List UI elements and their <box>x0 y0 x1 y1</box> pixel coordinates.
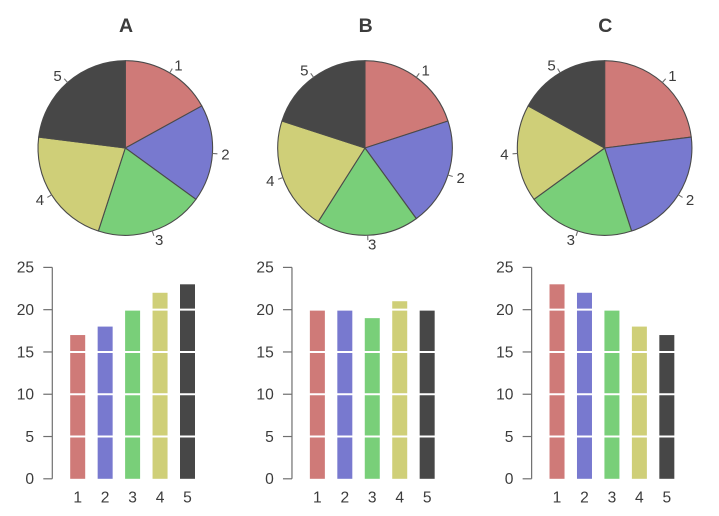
svg-text:5: 5 <box>423 490 432 507</box>
svg-text:4: 4 <box>156 490 165 507</box>
svg-text:2: 2 <box>456 170 464 187</box>
svg-text:5: 5 <box>300 62 308 79</box>
svg-text:A: A <box>119 15 133 37</box>
svg-text:15: 15 <box>17 344 35 361</box>
svg-text:20: 20 <box>496 302 514 319</box>
svg-text:0: 0 <box>265 471 274 488</box>
svg-text:5: 5 <box>25 429 34 446</box>
svg-text:4: 4 <box>395 490 404 507</box>
svg-text:1: 1 <box>73 490 82 507</box>
svg-text:2: 2 <box>686 192 694 209</box>
svg-text:5: 5 <box>53 68 61 85</box>
svg-text:1: 1 <box>313 490 322 507</box>
svg-text:0: 0 <box>25 471 34 488</box>
svg-text:1: 1 <box>553 490 562 507</box>
svg-text:5: 5 <box>265 429 274 446</box>
svg-text:25: 25 <box>17 260 35 277</box>
svg-text:1: 1 <box>422 62 430 79</box>
svg-text:3: 3 <box>567 232 575 249</box>
svg-text:25: 25 <box>256 260 274 277</box>
svg-text:5: 5 <box>183 490 192 507</box>
svg-text:4: 4 <box>266 173 274 190</box>
svg-text:15: 15 <box>256 344 274 361</box>
svg-text:0: 0 <box>505 471 514 488</box>
svg-text:5: 5 <box>662 490 671 507</box>
svg-text:4: 4 <box>635 490 644 507</box>
svg-text:B: B <box>359 15 373 37</box>
svg-text:3: 3 <box>155 232 163 249</box>
svg-text:15: 15 <box>496 344 514 361</box>
svg-text:5: 5 <box>547 58 555 75</box>
svg-text:2: 2 <box>221 146 229 163</box>
svg-text:C: C <box>598 15 612 37</box>
svg-text:10: 10 <box>17 387 35 404</box>
svg-text:2: 2 <box>101 490 110 507</box>
svg-text:5: 5 <box>505 429 514 446</box>
svg-text:20: 20 <box>256 302 274 319</box>
svg-text:1: 1 <box>668 68 676 85</box>
svg-text:3: 3 <box>368 236 376 253</box>
svg-text:3: 3 <box>128 490 137 507</box>
svg-text:10: 10 <box>496 387 514 404</box>
svg-text:4: 4 <box>36 192 44 209</box>
svg-text:2: 2 <box>580 490 589 507</box>
svg-text:2: 2 <box>340 490 349 507</box>
svg-text:20: 20 <box>17 302 35 319</box>
svg-text:4: 4 <box>500 146 508 163</box>
svg-text:10: 10 <box>256 387 274 404</box>
svg-text:3: 3 <box>608 490 617 507</box>
svg-text:25: 25 <box>496 260 514 277</box>
svg-text:1: 1 <box>174 58 182 75</box>
svg-text:3: 3 <box>368 490 377 507</box>
